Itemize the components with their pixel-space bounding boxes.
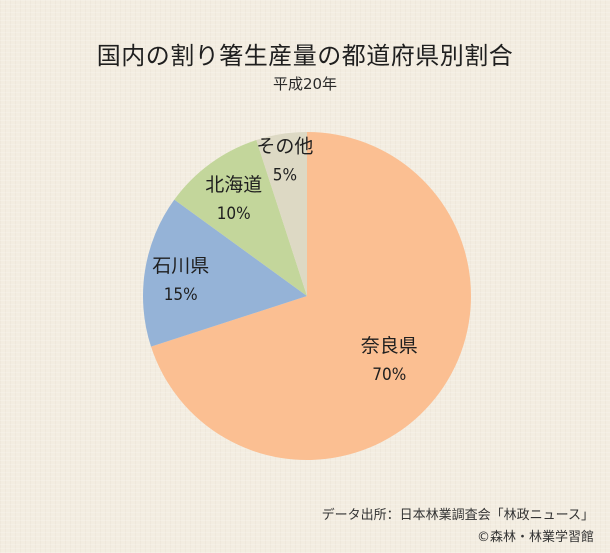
pie-slice-1 bbox=[151, 132, 472, 460]
slice-value-label-2: 15% bbox=[164, 285, 198, 305]
pie-slices bbox=[143, 132, 472, 460]
chart-subtitle: 平成20年 bbox=[272, 75, 338, 93]
pie-slice-2 bbox=[143, 199, 307, 347]
pie-slice-3 bbox=[174, 140, 307, 296]
copyright-credit: ©森林・林業学習館 bbox=[476, 530, 594, 545]
slice-label-3: 北海道 bbox=[205, 174, 262, 196]
pie-labels: 奈良県 70% 石川県 15% 北海道 10% その他 5% bbox=[152, 136, 418, 385]
slice-value-label-1: 70% bbox=[372, 365, 406, 385]
data-source-note: データ出所：日本林業調査会「林政ニュース」 bbox=[321, 508, 594, 523]
slice-label-4: その他 bbox=[256, 136, 313, 158]
slice-value-label-4: 5% bbox=[273, 166, 297, 186]
slice-label-2: 石川県 bbox=[152, 255, 209, 277]
slice-label-1: 奈良県 bbox=[361, 335, 418, 357]
chart-title: 国内の割り箸生産量の都道府県別割合 bbox=[96, 42, 514, 70]
slice-value-label-3: 10% bbox=[217, 204, 251, 224]
pie-slice-4 bbox=[256, 132, 307, 296]
